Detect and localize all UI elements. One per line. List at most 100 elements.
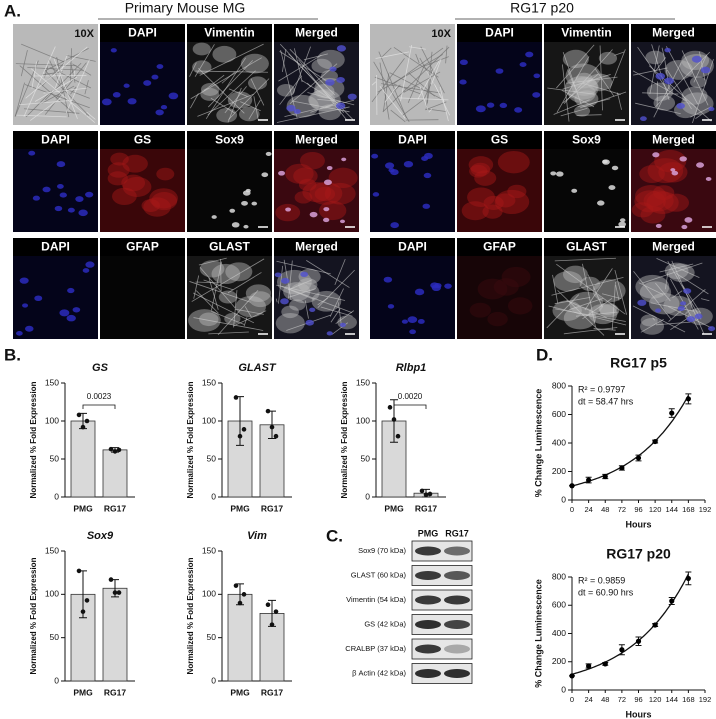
cell <box>631 202 654 218</box>
data-point <box>652 622 658 628</box>
cell-process <box>378 51 407 119</box>
cell <box>553 271 583 292</box>
cell-process <box>84 80 89 95</box>
cell-process <box>15 63 77 67</box>
chart-title: GS <box>92 362 109 374</box>
cell-process <box>19 65 75 114</box>
label-band <box>631 24 716 42</box>
cell <box>293 108 301 115</box>
cell <box>654 149 687 173</box>
fit-statistic: R² = 0.9797 <box>578 384 625 394</box>
cell-process <box>560 107 588 117</box>
y-tick-label: 50 <box>50 453 60 463</box>
cell <box>571 188 578 193</box>
y-tick-label: 50 <box>361 453 371 463</box>
cell <box>663 193 689 212</box>
cell-process <box>70 86 77 95</box>
cell-process <box>409 46 426 50</box>
label-band <box>13 238 98 256</box>
cell <box>563 306 597 330</box>
cell <box>78 209 88 217</box>
fit-statistic: dt = 58.47 hrs <box>578 396 634 406</box>
label-band <box>187 24 272 42</box>
cell-process <box>563 327 618 335</box>
bar <box>227 593 253 682</box>
cell <box>468 156 494 174</box>
cell <box>683 288 692 294</box>
cell-process <box>380 47 392 58</box>
cell-process <box>275 298 278 303</box>
cell <box>32 195 40 201</box>
cell <box>241 200 248 206</box>
cell-process <box>278 54 322 82</box>
cell-process <box>675 272 709 295</box>
cell-process <box>377 54 444 93</box>
cell-process <box>335 310 355 324</box>
cell <box>56 184 64 189</box>
cell <box>507 297 533 315</box>
cell <box>325 79 335 86</box>
y-tick-label: 100 <box>356 415 370 425</box>
cell-process <box>556 44 595 89</box>
cell <box>336 45 347 52</box>
cell-process <box>371 81 377 86</box>
label-band <box>13 131 98 149</box>
cell <box>562 49 589 69</box>
cell <box>19 277 29 284</box>
x-tick-label: 72 <box>618 505 626 514</box>
cell-process <box>379 86 406 119</box>
y-tick-label: 150 <box>45 545 59 555</box>
cell-process <box>73 70 75 78</box>
cell-process <box>407 64 425 103</box>
cell-process <box>195 290 219 314</box>
cell <box>417 319 425 324</box>
cell-process <box>445 45 448 64</box>
x-tick-label: RG17 <box>415 503 437 513</box>
cell-process <box>403 71 441 93</box>
cell <box>390 222 399 229</box>
cell-process <box>425 101 447 111</box>
cell-process <box>208 331 249 335</box>
fit-curve <box>571 395 689 487</box>
cell <box>470 162 491 177</box>
cell-process <box>611 281 616 330</box>
blot-strip <box>411 540 473 562</box>
data-point <box>273 433 279 439</box>
label-band <box>370 131 455 149</box>
cell <box>562 265 588 284</box>
stain-label: GS <box>491 133 508 147</box>
data-point <box>669 598 675 604</box>
y-axis-label: Normalized % Fold Expression <box>186 557 195 674</box>
y-tick-label: 100 <box>202 589 216 599</box>
cell-process <box>303 53 328 61</box>
blot-band <box>444 669 470 678</box>
cell <box>16 331 23 336</box>
y-axis-label: Normalized % Fold Expression <box>29 381 38 498</box>
x-tick-label: PMG <box>230 503 250 513</box>
data-point <box>108 577 114 582</box>
cell-process <box>278 265 284 304</box>
cell <box>286 104 296 112</box>
cell-process <box>640 319 664 333</box>
y-tick-label: 0 <box>211 675 216 685</box>
cell <box>329 66 337 72</box>
cell <box>686 316 696 323</box>
y-tick-label: 0 <box>54 675 59 685</box>
cell-process <box>14 82 25 117</box>
cell-process <box>227 87 242 123</box>
cell-process <box>695 114 702 120</box>
cell <box>691 55 702 63</box>
cell <box>248 76 268 90</box>
cell <box>249 291 272 308</box>
cell-process <box>642 92 679 95</box>
y-tick-label: 800 <box>552 571 566 581</box>
cell <box>671 170 679 176</box>
cell <box>422 203 431 209</box>
cell-process <box>70 62 76 83</box>
cell <box>199 260 225 278</box>
cell <box>143 80 152 86</box>
cell-process <box>431 58 442 85</box>
x-axis-label: Hours <box>625 519 651 529</box>
x-tick-label: 144 <box>665 695 678 704</box>
